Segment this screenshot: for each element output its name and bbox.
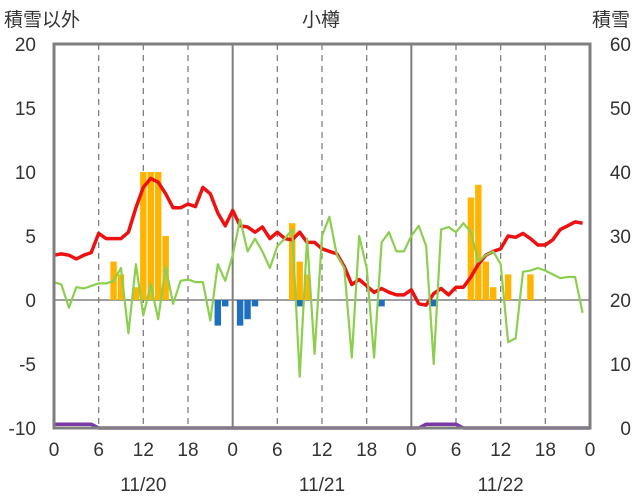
bar-snowfall	[467, 197, 475, 300]
right-tick-label: 10	[610, 355, 631, 376]
line-green_line	[53, 215, 584, 378]
left-tick-label: -10	[9, 419, 36, 440]
bar-snowfall	[132, 287, 140, 300]
bar-snowfall	[303, 274, 311, 300]
x-axis-ticks: 0 6 12 18 0 6 12 18 0 6 12 18 0	[49, 440, 596, 461]
right-tick-label: 40	[610, 163, 631, 184]
right-tick-label: 60	[610, 35, 631, 56]
bar-negative	[378, 300, 385, 307]
x-tick-label: 6	[451, 440, 462, 461]
x-tick-label: 12	[490, 440, 511, 461]
plot-frame	[52, 42, 592, 430]
bar-negative	[244, 300, 251, 320]
chart-title: 小樽	[302, 9, 340, 31]
x-tick-label: 18	[177, 440, 198, 461]
right-tick-label: 50	[610, 99, 631, 120]
bar-negative	[236, 300, 244, 326]
x-tick-label: 0	[585, 440, 596, 461]
bar-snowfall	[482, 261, 489, 300]
plot-area	[52, 42, 592, 430]
x-tick-label: 6	[272, 440, 283, 461]
bar-snowfall	[289, 223, 296, 300]
right-tick-label: 30	[610, 227, 631, 248]
bar-negative	[296, 300, 303, 307]
right-axis-label: 積雪	[592, 9, 630, 31]
x-tick-label: 0	[49, 440, 60, 461]
x-tick-label: 18	[356, 440, 377, 461]
right-tick-label: 20	[610, 291, 631, 312]
left-tick-label: 0	[25, 291, 36, 312]
x-tick-label: 12	[311, 440, 332, 461]
bar-snowfall	[155, 172, 162, 300]
left-axis-ticks: 20 15 10 5 0 -5 -10	[9, 35, 36, 440]
left-tick-label: 10	[15, 163, 36, 184]
right-tick-label: 0	[620, 419, 631, 440]
date-labels: 11/20 11/21 11/22	[120, 475, 523, 496]
bar-negative	[222, 300, 229, 307]
date-label: 11/22	[478, 475, 524, 496]
date-label: 11/20	[120, 475, 166, 496]
bar-snowfall	[140, 172, 147, 300]
x-tick-label: 18	[535, 440, 556, 461]
x-tick-label: 6	[93, 440, 104, 461]
bar-negative	[251, 300, 259, 307]
bar-negative	[214, 300, 221, 326]
bar-snowfall	[490, 287, 497, 300]
date-label: 11/21	[299, 475, 345, 496]
x-tick-label: 12	[133, 440, 154, 461]
left-tick-label: 15	[15, 99, 36, 120]
left-tick-label: 20	[15, 35, 36, 56]
left-tick-label: 5	[25, 227, 36, 248]
bar-snowfall	[296, 261, 303, 300]
x-tick-label: 0	[227, 440, 238, 461]
left-axis-label: 積雪以外	[4, 9, 80, 31]
bar-snowfall	[147, 172, 154, 300]
bar-snowfall	[117, 274, 125, 300]
left-tick-label: -5	[19, 355, 36, 376]
bar-snowfall	[475, 184, 482, 300]
right-axis-ticks: 60 50 40 30 20 10 0	[610, 35, 631, 440]
bar-snowfall	[504, 274, 512, 300]
line-temperature	[53, 176, 583, 307]
bar-negative	[430, 300, 437, 307]
bar-snowfall	[527, 274, 534, 300]
x-tick-label: 0	[406, 440, 417, 461]
